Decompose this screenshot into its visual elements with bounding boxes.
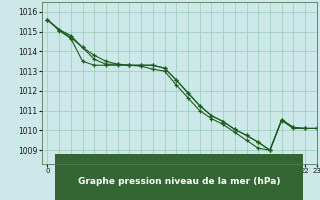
X-axis label: Graphe pression niveau de la mer (hPa): Graphe pression niveau de la mer (hPa) (78, 177, 280, 186)
